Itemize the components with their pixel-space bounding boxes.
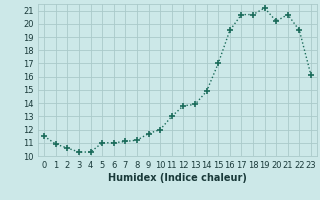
X-axis label: Humidex (Indice chaleur): Humidex (Indice chaleur) xyxy=(108,173,247,183)
